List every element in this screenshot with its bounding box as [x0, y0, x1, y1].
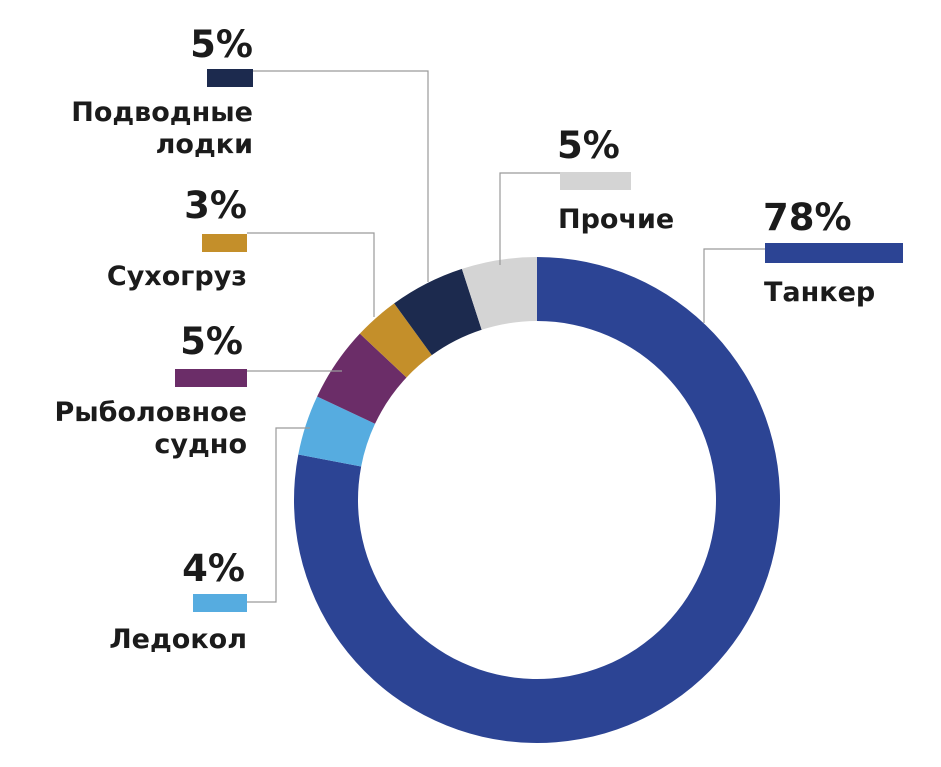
icebreaker-label: Ледокол: [109, 624, 247, 655]
leader-line-cargo: [247, 232, 375, 317]
cargo-percent: 3%: [184, 184, 247, 227]
tanker-label: Танкер: [764, 277, 875, 308]
fishing-label-line1: Рыболовное: [54, 397, 247, 428]
leader-line-submarines: [253, 70, 429, 282]
icebreaker-swatch: [193, 594, 247, 612]
submarines-percent: 5%: [190, 23, 253, 66]
slice-icebreaker: [298, 396, 376, 467]
donut-slices: [294, 257, 780, 743]
other-label: Прочие: [558, 204, 674, 235]
other-swatch: [560, 172, 631, 190]
leader-line-other: [499, 172, 560, 265]
slice-fishing: [317, 333, 407, 424]
leader-line-tanker: [703, 248, 765, 323]
slice-other: [461, 257, 537, 330]
submarines-label-line1: Подводные: [71, 97, 253, 128]
tanker-percent: 78%: [763, 196, 852, 239]
icebreaker-percent: 4%: [182, 547, 245, 590]
submarines-label-line2: лодки: [156, 129, 253, 160]
slice-submarines: [394, 268, 482, 356]
cargo-swatch: [202, 234, 247, 252]
cargo-label: Сухогруз: [107, 261, 247, 292]
fishing-label-line2: судно: [154, 429, 247, 460]
fishing-swatch: [175, 369, 247, 387]
fishing-percent: 5%: [180, 320, 243, 363]
leader-line-icebreaker: [247, 427, 310, 603]
other-percent: 5%: [557, 124, 620, 167]
tanker-swatch: [765, 243, 903, 263]
slice-cargo: [359, 303, 432, 378]
submarines-swatch: [207, 69, 253, 87]
